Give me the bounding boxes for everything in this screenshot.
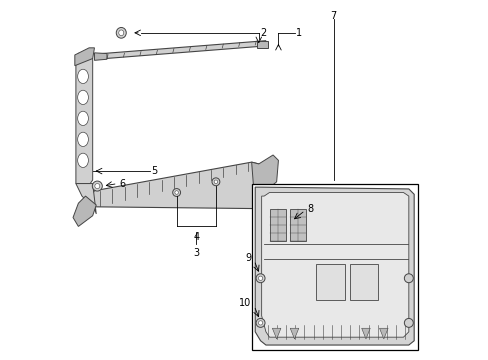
Ellipse shape	[78, 111, 88, 126]
Text: 10: 10	[239, 298, 251, 308]
Text: 2: 2	[260, 28, 266, 38]
Polygon shape	[73, 196, 96, 226]
Polygon shape	[75, 48, 94, 66]
Text: 7: 7	[330, 11, 336, 21]
Polygon shape	[76, 53, 93, 184]
Ellipse shape	[212, 178, 220, 186]
Bar	[349, 264, 378, 300]
Ellipse shape	[256, 274, 264, 283]
Ellipse shape	[172, 189, 180, 197]
Ellipse shape	[258, 321, 262, 325]
Ellipse shape	[78, 153, 88, 167]
Polygon shape	[89, 162, 258, 208]
Ellipse shape	[175, 191, 178, 194]
Text: 1: 1	[296, 28, 302, 38]
Polygon shape	[272, 328, 281, 339]
Text: 4: 4	[193, 232, 199, 242]
Text: 8: 8	[306, 204, 312, 214]
Polygon shape	[261, 193, 408, 337]
Bar	[315, 264, 344, 300]
Ellipse shape	[119, 30, 123, 36]
Ellipse shape	[214, 180, 217, 184]
Ellipse shape	[95, 184, 100, 189]
Ellipse shape	[92, 181, 102, 191]
Ellipse shape	[404, 319, 412, 327]
Text: 3: 3	[193, 248, 199, 258]
Polygon shape	[379, 328, 387, 339]
Bar	[251, 184, 417, 350]
Bar	[270, 208, 285, 241]
Text: 5: 5	[151, 166, 158, 176]
Polygon shape	[290, 328, 298, 339]
Polygon shape	[257, 41, 267, 48]
Polygon shape	[255, 187, 413, 345]
Ellipse shape	[404, 274, 412, 283]
Polygon shape	[251, 155, 278, 208]
Text: 6: 6	[119, 179, 125, 189]
Polygon shape	[94, 53, 107, 60]
Bar	[290, 208, 305, 241]
Polygon shape	[361, 328, 369, 339]
Polygon shape	[76, 184, 96, 214]
Ellipse shape	[258, 276, 262, 280]
Ellipse shape	[78, 69, 88, 84]
Ellipse shape	[78, 132, 88, 147]
Ellipse shape	[78, 90, 88, 104]
Ellipse shape	[116, 27, 126, 38]
Text: 9: 9	[245, 253, 251, 263]
Ellipse shape	[256, 319, 264, 327]
Polygon shape	[96, 41, 265, 59]
